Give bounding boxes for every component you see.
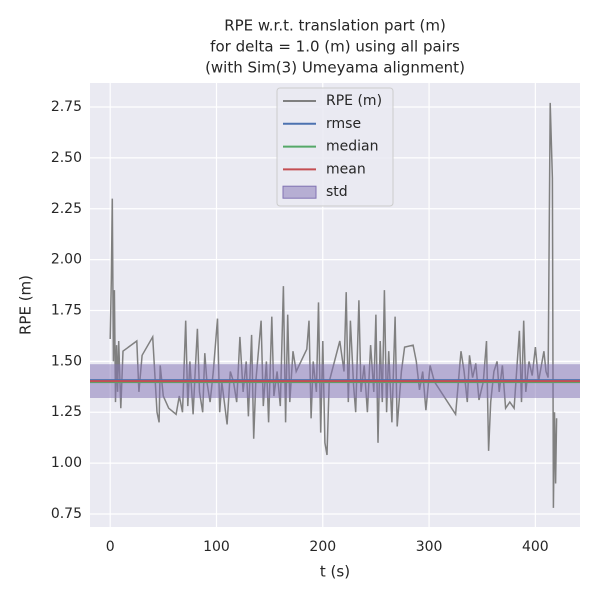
- y-axis-label: RPE (m): [17, 275, 35, 335]
- x-tick-label: 300: [416, 539, 443, 555]
- x-tick-label: 400: [522, 539, 549, 555]
- y-tick-label: 1.00: [51, 455, 82, 471]
- y-tick-label: 2.00: [51, 252, 82, 268]
- y-tick-label: 1.25: [51, 404, 82, 420]
- legend-label: median: [326, 139, 378, 155]
- y-tick-label: 1.75: [51, 302, 82, 318]
- chart-title: (with Sim(3) Umeyama alignment): [205, 59, 465, 77]
- legend-label: RPE (m): [326, 93, 382, 109]
- legend-label: mean: [326, 161, 366, 177]
- x-tick-label: 0: [106, 539, 115, 555]
- legend-swatch: [282, 185, 317, 199]
- legend-label: std: [326, 184, 348, 200]
- chart-title: for delta = 1.0 (m) using all pairs: [210, 38, 460, 56]
- y-tick-label: 2.50: [51, 150, 82, 166]
- chart-title: RPE w.r.t. translation part (m): [224, 17, 446, 35]
- y-tick-label: 1.50: [51, 353, 82, 369]
- legend-box: [276, 87, 394, 207]
- x-tick-label: 100: [203, 539, 230, 555]
- x-axis-label: t (s): [320, 563, 350, 581]
- y-tick-label: 2.75: [51, 99, 82, 115]
- x-tick-label: 200: [309, 539, 336, 555]
- y-tick-label: 0.75: [51, 506, 82, 522]
- legend-label: rmse: [326, 116, 361, 132]
- y-tick-label: 2.25: [51, 201, 82, 217]
